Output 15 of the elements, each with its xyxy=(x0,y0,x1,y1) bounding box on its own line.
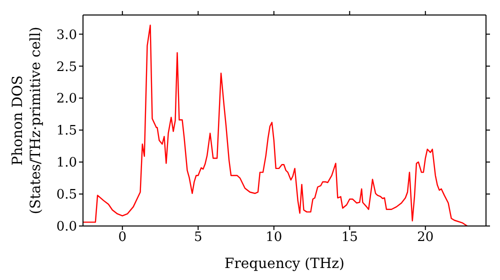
y-tick-label: 0.0 xyxy=(56,220,77,235)
y-axis-title: Phonon DOS (States/THz·primitive cell) xyxy=(10,26,44,214)
y-tick-label: 0.5 xyxy=(56,188,77,203)
y-tick-label: 3.0 xyxy=(56,28,77,43)
x-tick-label: 0 xyxy=(118,230,127,246)
x-tick-label: 15 xyxy=(341,230,358,246)
x-tick-label: 5 xyxy=(194,230,202,246)
y-tick-label: 2.0 xyxy=(56,92,77,107)
x-axis-title: Frequency (THz) xyxy=(224,256,345,272)
y-tick-label: 1.0 xyxy=(56,156,77,171)
y-tick-label: 2.5 xyxy=(56,60,77,75)
x-tick-label: 20 xyxy=(417,230,434,246)
y-tick-label: 1.5 xyxy=(56,124,77,139)
line-series xyxy=(83,24,468,226)
x-tick-label: 10 xyxy=(266,230,282,246)
